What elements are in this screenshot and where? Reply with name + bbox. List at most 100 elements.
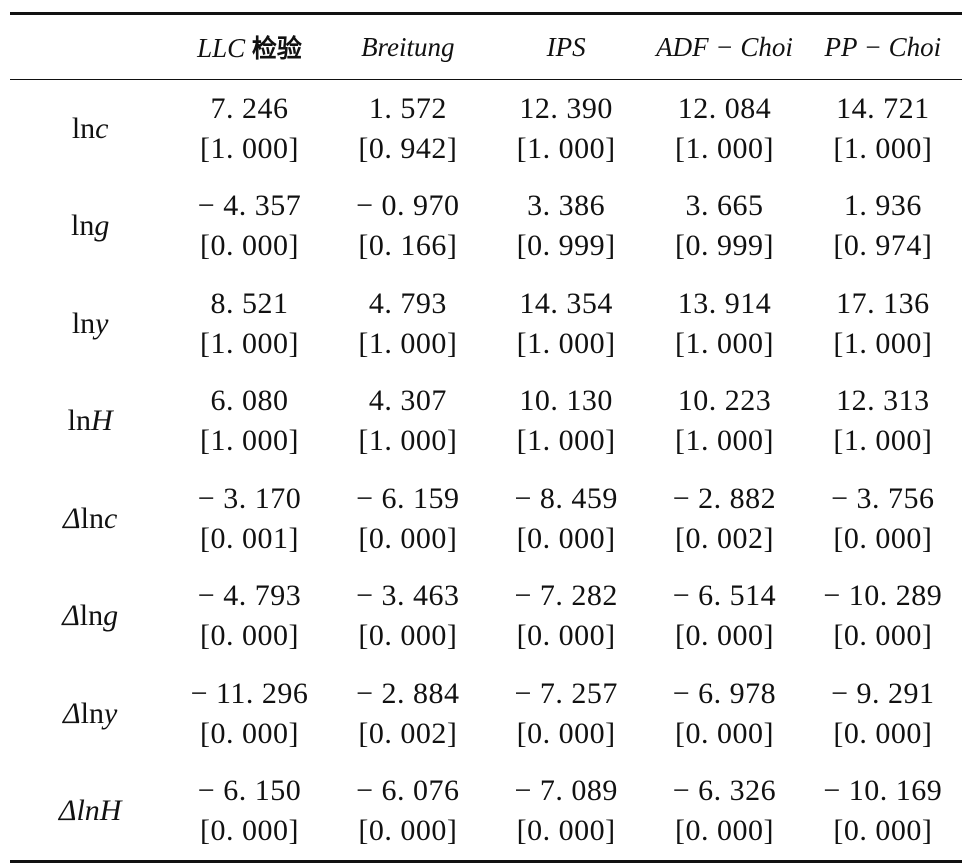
test-statistic: − 4. 357 xyxy=(197,189,302,223)
row-label-variable: H xyxy=(91,404,113,438)
row-label-ln: ln xyxy=(67,404,91,438)
p-value: [1. 000] xyxy=(516,424,616,458)
test-statistic: − 9. 291 xyxy=(831,676,935,710)
p-value: [0. 000] xyxy=(674,619,774,653)
p-value: [0. 000] xyxy=(516,521,616,555)
row-label-variable: y xyxy=(95,306,109,340)
row-variable-label: Δlng xyxy=(10,568,170,666)
test-statistic: 8. 521 xyxy=(210,286,289,320)
row-variable-label: lnH xyxy=(10,373,170,471)
p-value: [0. 000] xyxy=(516,619,616,653)
table-cell: 12. 390 [1. 000] xyxy=(487,80,645,178)
p-value: [1. 000] xyxy=(674,326,774,360)
table-cell: 13. 914 [1. 000] xyxy=(645,275,803,373)
p-value: [0. 000] xyxy=(358,619,458,653)
test-statistic: − 7. 257 xyxy=(514,676,618,710)
table-cell: − 2. 882 [0. 002] xyxy=(645,470,803,568)
test-statistic: 6. 080 xyxy=(210,384,289,418)
column-header-breitung: Breitung xyxy=(361,31,455,62)
row-label-variable: c xyxy=(103,501,118,535)
table-cell: − 3. 463 [0. 000] xyxy=(329,568,487,666)
p-value: [0. 000] xyxy=(833,814,933,848)
test-statistic: 10. 223 xyxy=(677,384,772,418)
p-value: [0. 000] xyxy=(358,814,458,848)
header-corner-cell xyxy=(10,14,170,80)
table-cell: 14. 354 [1. 000] xyxy=(487,275,645,373)
p-value: [0. 999] xyxy=(516,229,616,263)
p-value: [0. 002] xyxy=(674,521,774,555)
column-header-adf-choi: ADF − Choi xyxy=(656,31,793,62)
table-cell: − 4. 793 [0. 000] xyxy=(170,568,328,666)
column-header-llc-suffix: 检验 xyxy=(251,34,302,63)
row-variable-label: lnc xyxy=(10,80,170,178)
test-statistic: 14. 721 xyxy=(836,91,930,125)
table-row: Δlny − 11. 296 [0. 000] − 2. 884 [0. 002] − 7… xyxy=(10,665,962,763)
table-cell: − 11. 296 [0. 000] xyxy=(170,665,328,763)
test-statistic: − 3. 756 xyxy=(831,481,935,515)
row-label-ln: ln xyxy=(80,501,104,535)
test-statistic: 17. 136 xyxy=(836,286,930,320)
table-cell: 4. 307 [1. 000] xyxy=(329,373,487,471)
column-header-pp-choi: PP − Choi xyxy=(824,31,942,62)
table-body: lnc 7. 246 [1. 000] 1. 572 [0. 942] 12. 390 [1… xyxy=(10,80,962,862)
row-label-ln: ln xyxy=(70,209,95,243)
p-value: [1. 000] xyxy=(674,131,774,165)
column-header-llc: LLC 检验 xyxy=(170,14,328,80)
test-statistic: 7. 246 xyxy=(210,91,289,125)
p-value: [1. 000] xyxy=(833,131,933,165)
p-value: [0. 002] xyxy=(358,716,458,750)
p-value: [0. 166] xyxy=(358,229,458,263)
test-statistic: 1. 572 xyxy=(368,91,447,125)
test-statistic: − 3. 463 xyxy=(356,579,460,613)
table-cell: 14. 721 [1. 000] xyxy=(804,80,962,178)
table-cell: − 7. 257 [0. 000] xyxy=(487,665,645,763)
test-statistic: − 10. 289 xyxy=(823,579,943,613)
p-value: [1. 000] xyxy=(833,424,933,458)
row-label-ln: ln xyxy=(80,696,104,730)
row-label-delta-prefix: Δ xyxy=(58,794,77,828)
row-variable-label: ΔlnH xyxy=(10,763,170,862)
test-statistic: − 3. 170 xyxy=(197,481,302,515)
table-cell: − 6. 159 [0. 000] xyxy=(329,470,487,568)
test-statistic: − 7. 089 xyxy=(514,774,618,808)
row-label-ln: ln xyxy=(71,306,96,340)
test-statistic: − 2. 884 xyxy=(356,676,460,710)
table-cell: − 4. 357 [0. 000] xyxy=(170,178,328,276)
test-statistic: 10. 130 xyxy=(519,384,613,418)
test-statistic: − 0. 970 xyxy=(356,189,460,223)
p-value: [1. 000] xyxy=(833,326,933,360)
test-statistic: 1. 936 xyxy=(843,189,922,223)
row-label-delta-prefix: Δ xyxy=(63,501,81,535)
table-cell: − 10. 169 [0. 000] xyxy=(804,763,962,862)
p-value: [0. 999] xyxy=(674,229,774,263)
p-value: [0. 000] xyxy=(516,716,616,750)
p-value: [0. 000] xyxy=(833,716,933,750)
test-statistic: − 2. 882 xyxy=(672,481,777,515)
p-value: [0. 000] xyxy=(200,619,299,653)
row-label-delta-prefix: Δ xyxy=(63,696,81,730)
table-cell: − 9. 291 [0. 000] xyxy=(804,665,962,763)
table-cell: 12. 084 [1. 000] xyxy=(645,80,803,178)
table-row: Δlng − 4. 793 [0. 000] − 3. 463 [0. 000] − 7.… xyxy=(10,568,962,666)
table-cell: 17. 136 [1. 000] xyxy=(804,275,962,373)
table-cell: − 3. 756 [0. 000] xyxy=(804,470,962,568)
unit-root-test-table: LLC 检验 Breitung IPS ADF − Choi PP − Choi… xyxy=(10,12,962,863)
row-label-delta-prefix: Δ xyxy=(62,599,80,633)
row-label-variable: g xyxy=(103,599,119,633)
p-value: [1. 000] xyxy=(200,131,299,165)
table-cell: 10. 130 [1. 000] xyxy=(487,373,645,471)
table-row: Δlnc − 3. 170 [0. 001] − 6. 159 [0. 000] − 8.… xyxy=(10,470,962,568)
unit-root-test-table-container: LLC 检验 Breitung IPS ADF − Choi PP − Choi… xyxy=(10,12,962,863)
p-value: [0. 000] xyxy=(674,814,774,848)
test-statistic: − 6. 150 xyxy=(197,774,302,808)
p-value: [0. 000] xyxy=(674,716,774,750)
test-statistic: − 6. 159 xyxy=(356,481,460,515)
test-statistic: − 8. 459 xyxy=(514,481,618,515)
p-value: [1. 000] xyxy=(516,131,616,165)
p-value: [0. 000] xyxy=(833,619,933,653)
table-cell: − 10. 289 [0. 000] xyxy=(804,568,962,666)
p-value: [0. 000] xyxy=(200,229,299,263)
table-cell: − 7. 282 [0. 000] xyxy=(487,568,645,666)
table-header: LLC 检验 Breitung IPS ADF − Choi PP − Choi xyxy=(10,13,962,80)
p-value: [0. 974] xyxy=(833,229,933,263)
